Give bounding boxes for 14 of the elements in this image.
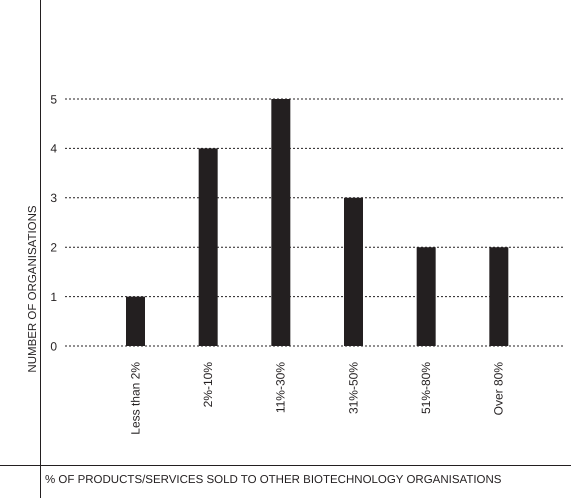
x-tick-label: Less than 2% <box>128 362 142 435</box>
y-tick-label: 4 <box>50 142 58 156</box>
y-tick-label: 5 <box>50 92 58 106</box>
x-tick-label: 11%-30% <box>274 362 288 414</box>
x-tick-label: 2%-10% <box>201 362 215 408</box>
y-tick-label: 0 <box>50 339 58 354</box>
x-tick-label: Over 80% <box>492 362 506 416</box>
y-tick-label: 1 <box>50 290 58 304</box>
x-axis-title: % OF PRODUCTS/SERVICES SOLD TO OTHER BIOTECHNOLOGY ORGANISATIONS <box>45 474 502 486</box>
y-axis-title: NUMBER OF ORGANISATIONS <box>27 205 39 373</box>
x-tick-label: 51%-80% <box>419 362 433 414</box>
x-tick-label: 31%-50% <box>346 362 360 414</box>
y-tick-label: 3 <box>50 191 58 206</box>
y-tick-label: 2 <box>50 240 58 254</box>
